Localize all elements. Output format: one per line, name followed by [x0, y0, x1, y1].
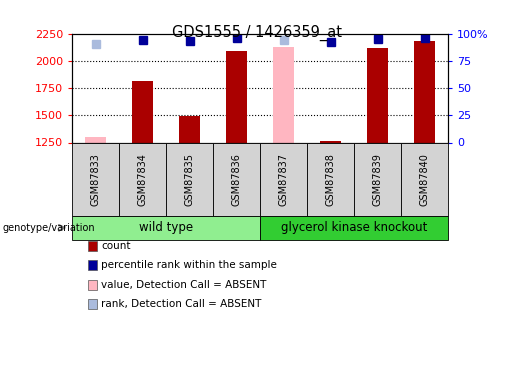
Text: wild type: wild type — [139, 221, 193, 234]
Text: GSM87835: GSM87835 — [184, 153, 195, 206]
Text: GSM87833: GSM87833 — [91, 153, 100, 206]
Text: value, Detection Call = ABSENT: value, Detection Call = ABSENT — [101, 280, 266, 290]
Bar — [179, 116, 200, 142]
Bar — [320, 141, 341, 142]
Bar — [414, 41, 435, 142]
Text: GSM87836: GSM87836 — [232, 153, 242, 206]
Text: glycerol kinase knockout: glycerol kinase knockout — [281, 221, 427, 234]
Text: GSM87834: GSM87834 — [138, 153, 148, 206]
Text: GDS1555 / 1426359_at: GDS1555 / 1426359_at — [173, 24, 342, 40]
Bar — [367, 48, 388, 142]
Text: GSM87838: GSM87838 — [325, 153, 336, 206]
Bar — [273, 47, 294, 142]
Text: rank, Detection Call = ABSENT: rank, Detection Call = ABSENT — [101, 299, 261, 309]
Text: GSM87837: GSM87837 — [279, 153, 288, 206]
Text: percentile rank within the sample: percentile rank within the sample — [101, 260, 277, 270]
Bar — [226, 51, 247, 142]
Bar — [132, 81, 153, 142]
Text: genotype/variation: genotype/variation — [3, 223, 95, 233]
Bar — [85, 137, 106, 142]
Text: GSM87840: GSM87840 — [420, 153, 430, 206]
Text: GSM87839: GSM87839 — [372, 153, 383, 206]
Text: count: count — [101, 241, 130, 250]
